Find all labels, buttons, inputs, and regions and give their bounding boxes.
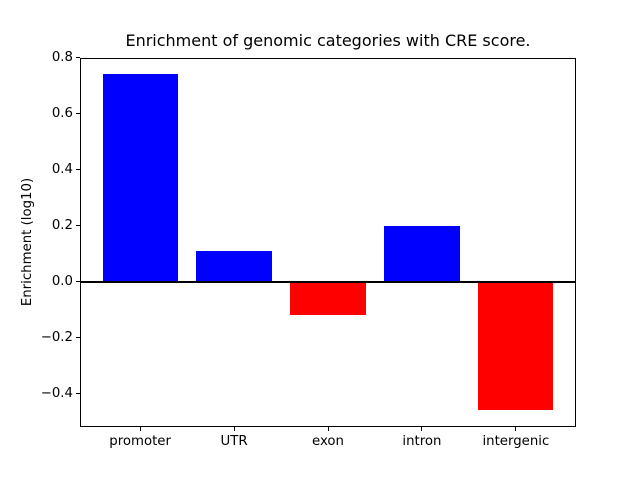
x-tick-label-intron: intron — [402, 434, 442, 450]
x-tick-mark — [327, 427, 329, 432]
y-tick-mark — [76, 169, 80, 171]
y-tick-mark — [76, 281, 80, 283]
chart-title: Enrichment of genomic categories with CR… — [125, 31, 531, 50]
x-tick-mark — [421, 427, 423, 432]
bar-promoter — [102, 74, 178, 282]
y-tick-label: 0.4 — [51, 161, 73, 177]
y-tick-mark — [76, 57, 80, 59]
y-tick-label: −0.2 — [40, 329, 73, 345]
zero-baseline — [80, 280, 576, 283]
y-tick-label: 0.0 — [51, 273, 73, 289]
bar-intron — [384, 225, 460, 282]
y-tick-label: 0.8 — [51, 49, 73, 65]
y-tick-label: −0.4 — [40, 385, 73, 401]
x-tick-label-promoter: promoter — [109, 434, 171, 450]
x-tick-mark — [233, 427, 235, 432]
x-tick-mark — [139, 427, 141, 432]
y-tick-mark — [76, 225, 80, 227]
bar-exon — [290, 281, 366, 316]
bar-UTR — [196, 250, 272, 282]
y-tick-mark — [76, 337, 80, 339]
y-tick-mark — [76, 393, 80, 395]
x-tick-label-intergenic: intergenic — [482, 434, 550, 450]
y-tick-mark — [76, 113, 80, 115]
x-tick-label-UTR: UTR — [220, 434, 248, 450]
x-tick-mark — [515, 427, 517, 432]
x-tick-label-exon: exon — [312, 434, 344, 450]
y-tick-label: 0.2 — [51, 217, 73, 233]
bar-intergenic — [478, 281, 554, 411]
y-tick-label: 0.6 — [51, 105, 73, 121]
